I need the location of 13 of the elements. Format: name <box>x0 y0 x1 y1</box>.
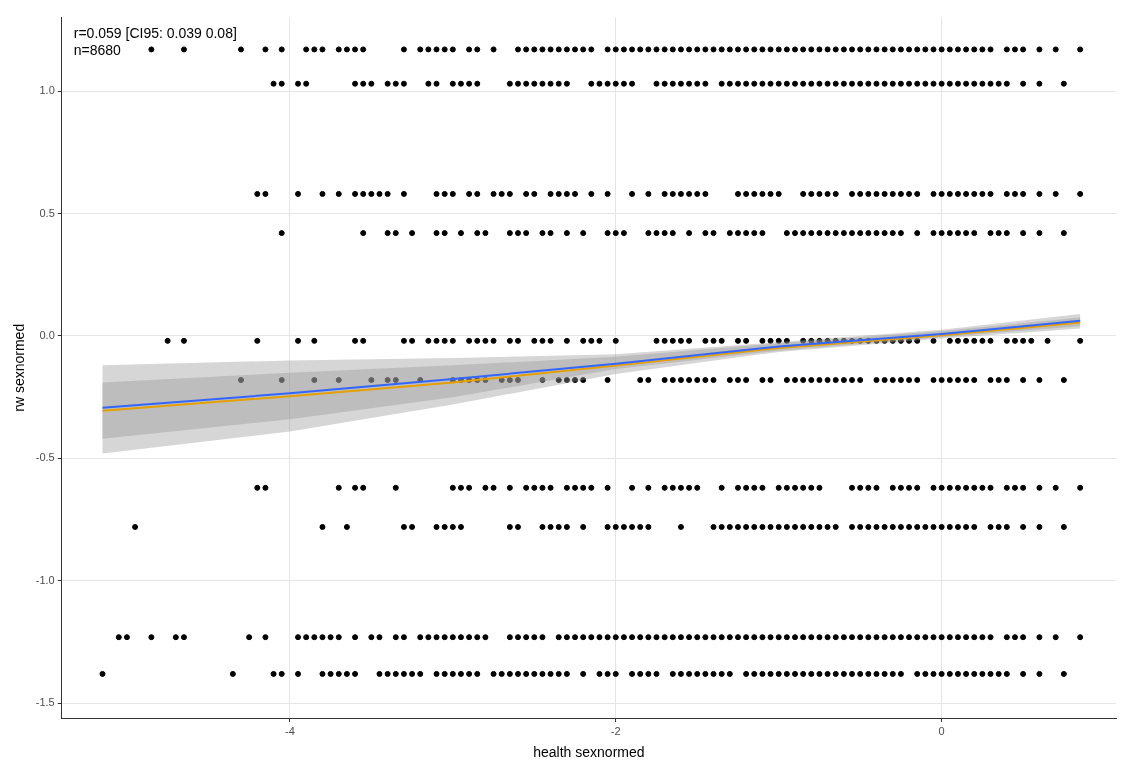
y-tick-label: 1.0 <box>39 84 55 97</box>
x-tick-label: -2 <box>610 724 621 737</box>
annotation: n=8680 <box>73 42 122 59</box>
x-tick-label: 0 <box>938 724 945 737</box>
y-tick-label: 0.5 <box>39 206 55 219</box>
y-tick-label: 0.0 <box>39 328 55 341</box>
y-axis-title: rw sexnormed <box>11 323 28 412</box>
x-axis-title: health sexnormed <box>533 744 645 761</box>
x-tick-label: -4 <box>284 724 295 737</box>
y-tick-label: -0.5 <box>35 451 55 464</box>
annotation: r=0.059 [CI95: 0.039 0.08] <box>73 25 237 42</box>
y-tick-label: -1.0 <box>35 573 55 586</box>
y-tick-label: -1.5 <box>35 696 55 709</box>
